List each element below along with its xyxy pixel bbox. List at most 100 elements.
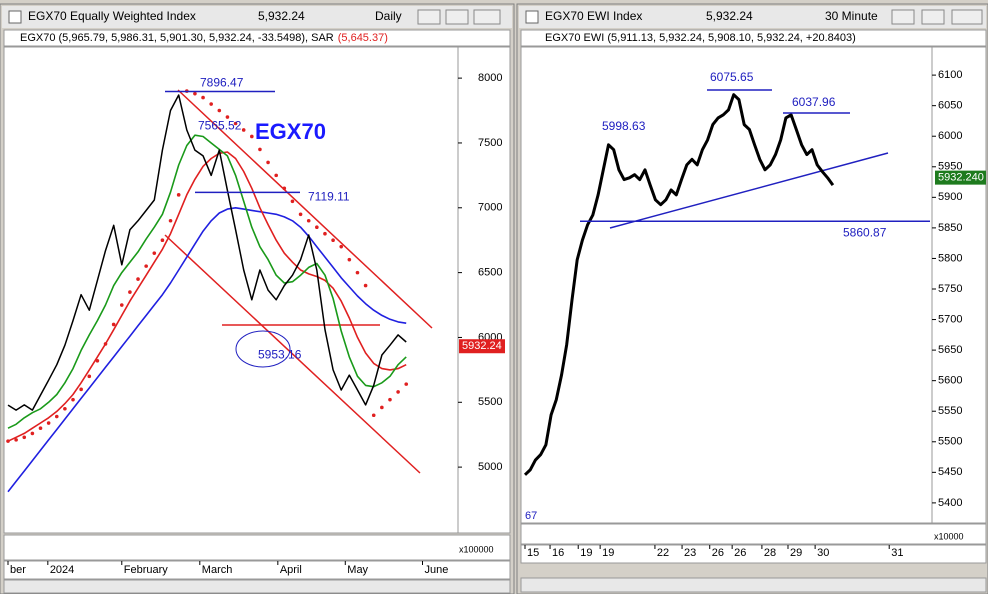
plot-area	[3, 46, 511, 534]
sar-dot	[388, 397, 392, 402]
sar-dot	[241, 128, 246, 132]
volume-scale: x10000	[934, 531, 964, 541]
sar-dot	[315, 225, 319, 230]
sar-dot	[306, 218, 311, 223]
chart-label: EGX70	[255, 119, 326, 144]
x-tick-label: May	[347, 564, 368, 576]
sar-dot	[282, 186, 287, 191]
sar-dot	[331, 238, 335, 242]
window-price: 5,932.24	[706, 9, 753, 23]
y-tick-label: 5450	[938, 466, 962, 478]
y-tick-label: 5000	[478, 461, 502, 473]
level-label: 7565.52	[198, 119, 242, 133]
sar-dot	[371, 413, 376, 418]
price-line	[7, 94, 407, 411]
sar-dot	[46, 421, 51, 425]
y-tick-label: 5550	[938, 405, 962, 417]
sar-dot	[266, 160, 270, 165]
y-tick-label: 8000	[478, 72, 502, 84]
info-bar	[520, 29, 987, 47]
info-text: EGX70 (5,965.79, 5,986.31, 5,901.30, 5,9…	[20, 32, 334, 44]
y-tick-label: 6000	[938, 130, 962, 142]
sar-dot	[87, 374, 92, 379]
sar-dot	[144, 264, 148, 268]
level-label: 5860.87	[843, 225, 887, 239]
level-label: 5953.16	[258, 348, 302, 362]
sar-dot	[30, 431, 35, 436]
minimize-button[interactable]	[891, 9, 915, 25]
sar-dot	[63, 406, 67, 411]
sar-dot	[168, 218, 173, 223]
x-tick-label: 15	[527, 547, 539, 559]
last-value-label: 5932.24	[462, 340, 502, 352]
x-tick-label: March	[202, 564, 233, 576]
sar-dot	[404, 382, 409, 386]
trend-line	[177, 89, 433, 329]
x-tick-label: April	[280, 564, 302, 576]
moving-average	[7, 134, 407, 429]
sar-dot	[152, 251, 157, 255]
close-button[interactable]	[473, 9, 501, 25]
sar-dot	[298, 212, 303, 217]
window-interval: Daily	[375, 9, 402, 23]
sar-dot	[363, 283, 368, 288]
y-tick-label: 5850	[938, 222, 962, 234]
sar-dot	[193, 91, 197, 96]
sar-dot	[380, 405, 384, 410]
y-tick-label: 5800	[938, 252, 962, 264]
sar-dot	[95, 358, 100, 363]
close-button[interactable]	[951, 9, 983, 25]
x-tick-label: 31	[891, 547, 903, 559]
price-line	[523, 93, 835, 476]
sar-dot	[176, 193, 181, 197]
scrollbar[interactable]	[520, 577, 987, 593]
x-tick-label: 29	[790, 547, 802, 559]
scrollbar[interactable]	[3, 579, 511, 594]
maximize-button[interactable]	[445, 9, 469, 25]
last-value-box	[459, 339, 505, 354]
minimize-button[interactable]	[417, 9, 441, 25]
app-icon	[8, 10, 22, 24]
trend-line	[609, 152, 889, 229]
sar-dot	[111, 322, 116, 327]
info-bar	[3, 29, 511, 47]
y-tick-label: 6100	[938, 69, 962, 81]
date-axis	[3, 560, 511, 580]
x-tick-label: 19	[580, 547, 592, 559]
title-bar	[519, 6, 986, 28]
level-label: 7119.11	[308, 190, 350, 204]
x-tick-label: June	[424, 564, 448, 576]
window-title: EGX70 EWI Index	[545, 9, 642, 23]
sar-dot	[258, 147, 262, 152]
sar-dot	[396, 390, 400, 394]
sar-dot	[38, 426, 43, 431]
y-tick-label: 5500	[938, 436, 962, 448]
volume-scale: x100000	[459, 544, 494, 554]
date-axis	[520, 544, 987, 564]
last-value-label: 5932.240	[938, 172, 984, 184]
y-tick-label: 6050	[938, 100, 962, 112]
y-tick-label: 7500	[478, 137, 502, 149]
window-buttons[interactable]	[891, 9, 983, 25]
x-tick-label: 22	[657, 547, 669, 559]
sar-dot	[209, 102, 213, 106]
y-tick-label: 5600	[938, 375, 962, 387]
moving-average	[7, 151, 407, 442]
level-label: 6037.96	[792, 95, 836, 109]
y-tick-label: 6500	[478, 267, 502, 279]
sar-dot	[201, 95, 205, 100]
moving-average	[7, 207, 407, 493]
sar-dot	[79, 387, 83, 392]
sar-dot	[119, 303, 124, 307]
title-bar	[2, 6, 512, 28]
app-icon	[525, 10, 539, 24]
sar-dot	[128, 290, 132, 294]
sar-dot	[136, 277, 140, 281]
window-interval: 30 Minute	[825, 9, 878, 23]
window-buttons[interactable]	[417, 9, 501, 25]
x-tick-label: 19	[602, 547, 614, 559]
x-tick-label: 2024	[50, 564, 74, 576]
y-tick-label: 5500	[478, 396, 502, 408]
maximize-button[interactable]	[921, 9, 945, 25]
x-tick-label: ber	[10, 564, 26, 576]
